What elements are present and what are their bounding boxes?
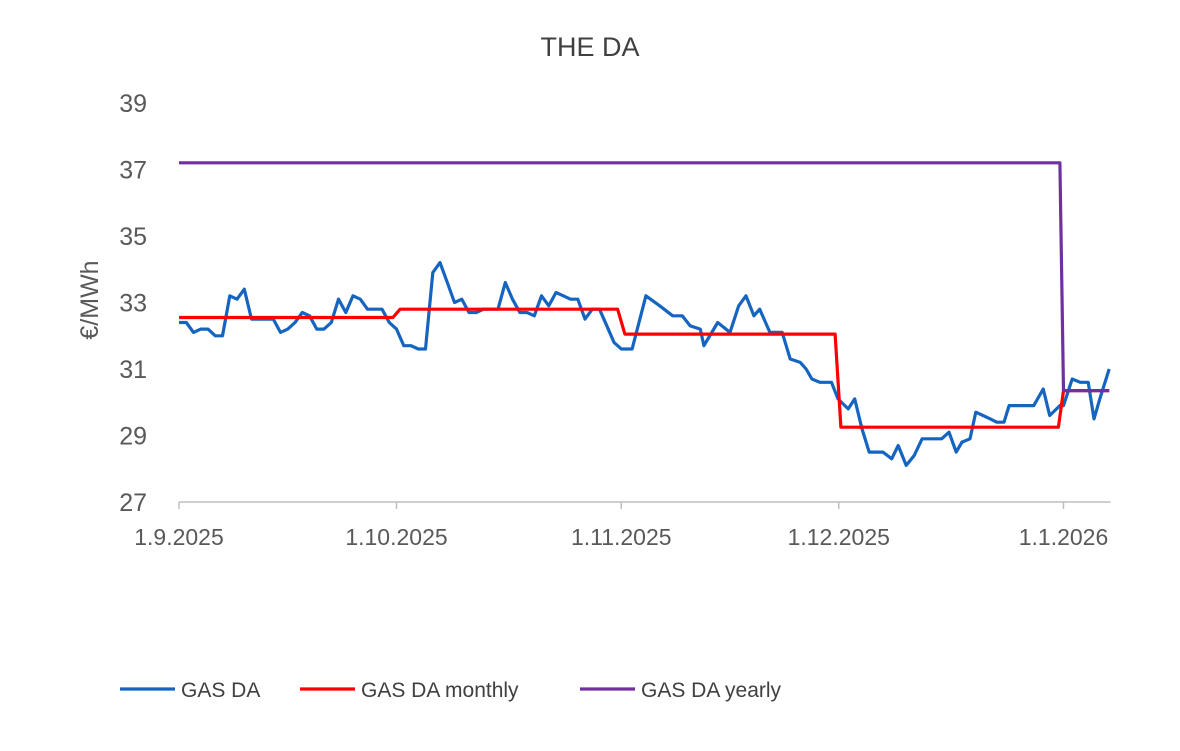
y-tick-label: 37 xyxy=(119,157,147,185)
y-tick-label: 31 xyxy=(119,356,147,384)
y-tick-label: 39 xyxy=(119,90,147,118)
legend-item: GAS DA monthly xyxy=(300,679,519,702)
x-tick-label: 1.12.2025 xyxy=(788,524,890,550)
y-axis-label: €/MWh xyxy=(76,260,104,339)
y-tick-label: 27 xyxy=(119,489,147,517)
legend: GAS DA GAS DA monthly GAS DA yearly xyxy=(120,679,782,702)
plot-area xyxy=(179,161,1111,467)
x-tick-label: 1.1.2026 xyxy=(1019,524,1109,550)
chart-title: THE DA xyxy=(540,32,639,62)
legend-label: GAS DA monthly xyxy=(361,679,519,702)
x-tick-label: 1.11.2025 xyxy=(571,524,672,550)
y-tick-label: 33 xyxy=(119,290,147,318)
legend-label: GAS DA xyxy=(181,679,260,702)
y-axis: 27 29 31 33 35 37 39 xyxy=(119,90,147,517)
series-line-gas-da xyxy=(179,261,1111,467)
x-axis: 1.9.2025 1.10.2025 1.11.2025 1.12.2025 1.1.2… xyxy=(134,501,1111,550)
x-tick-label: 1.10.2025 xyxy=(345,524,447,550)
y-tick-label: 35 xyxy=(119,223,147,251)
y-tick-label: 29 xyxy=(119,423,147,451)
series-line-gas-da-monthly xyxy=(179,307,1110,429)
series-line-gas-da-yearly xyxy=(179,161,1110,393)
legend-item: GAS DA yearly xyxy=(580,679,782,702)
x-tick-label: 1.9.2025 xyxy=(134,524,224,550)
legend-label: GAS DA yearly xyxy=(641,679,782,702)
legend-item: GAS DA xyxy=(120,679,260,702)
